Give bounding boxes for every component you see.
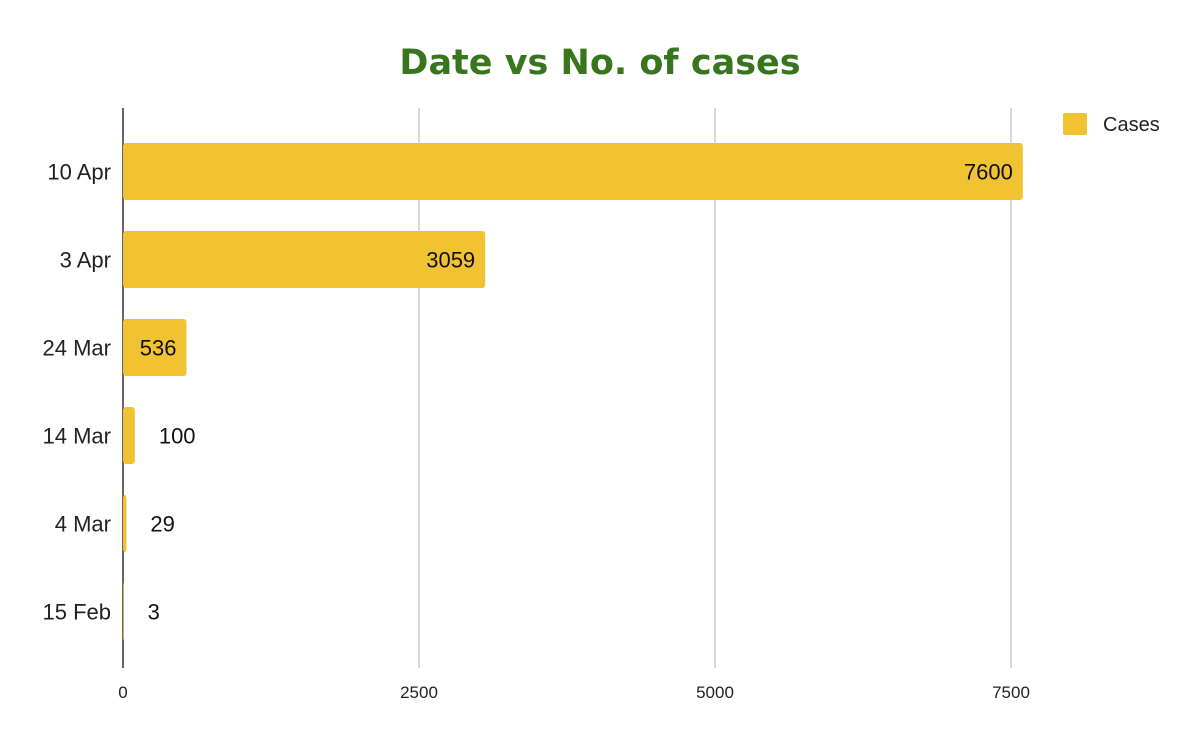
bars xyxy=(123,143,1023,640)
chart-title: Date vs No. of cases xyxy=(399,43,800,83)
x-tick-label: 2500 xyxy=(400,683,438,702)
data-label: 536 xyxy=(140,336,177,361)
x-tick-label: 5000 xyxy=(696,683,734,702)
category-label: 15 Feb xyxy=(43,600,112,625)
category-label: 3 Apr xyxy=(60,248,111,273)
bar-15-feb xyxy=(123,583,124,640)
category-label: 4 Mar xyxy=(55,512,111,537)
bar-24-mar xyxy=(123,319,187,376)
legend: Cases xyxy=(1063,113,1160,136)
category-label: 10 Apr xyxy=(47,160,111,185)
bar-14-mar xyxy=(123,407,135,464)
category-label: 14 Mar xyxy=(43,424,111,449)
x-tick-label: 7500 xyxy=(992,683,1030,702)
x-tick-label: 0 xyxy=(118,683,127,702)
data-labels: 7600 3059 536 100 29 3 xyxy=(140,160,1013,625)
bar-3-apr xyxy=(123,231,486,288)
x-tick-labels: 0 2500 5000 7500 xyxy=(118,683,1030,702)
gridlines xyxy=(122,108,1012,668)
category-label: 24 Mar xyxy=(43,336,111,361)
data-label: 3 xyxy=(148,600,160,625)
data-label: 3059 xyxy=(426,248,475,273)
data-label: 7600 xyxy=(964,160,1013,185)
legend-swatch-cases xyxy=(1063,113,1087,135)
data-label: 100 xyxy=(159,424,196,449)
legend-label-cases: Cases xyxy=(1103,114,1160,136)
bar-4-mar xyxy=(123,495,127,552)
data-label: 29 xyxy=(150,512,174,537)
category-labels: 10 Apr 3 Apr 24 Mar 14 Mar 4 Mar 15 Feb xyxy=(43,160,112,625)
bar-10-apr xyxy=(123,143,1023,200)
